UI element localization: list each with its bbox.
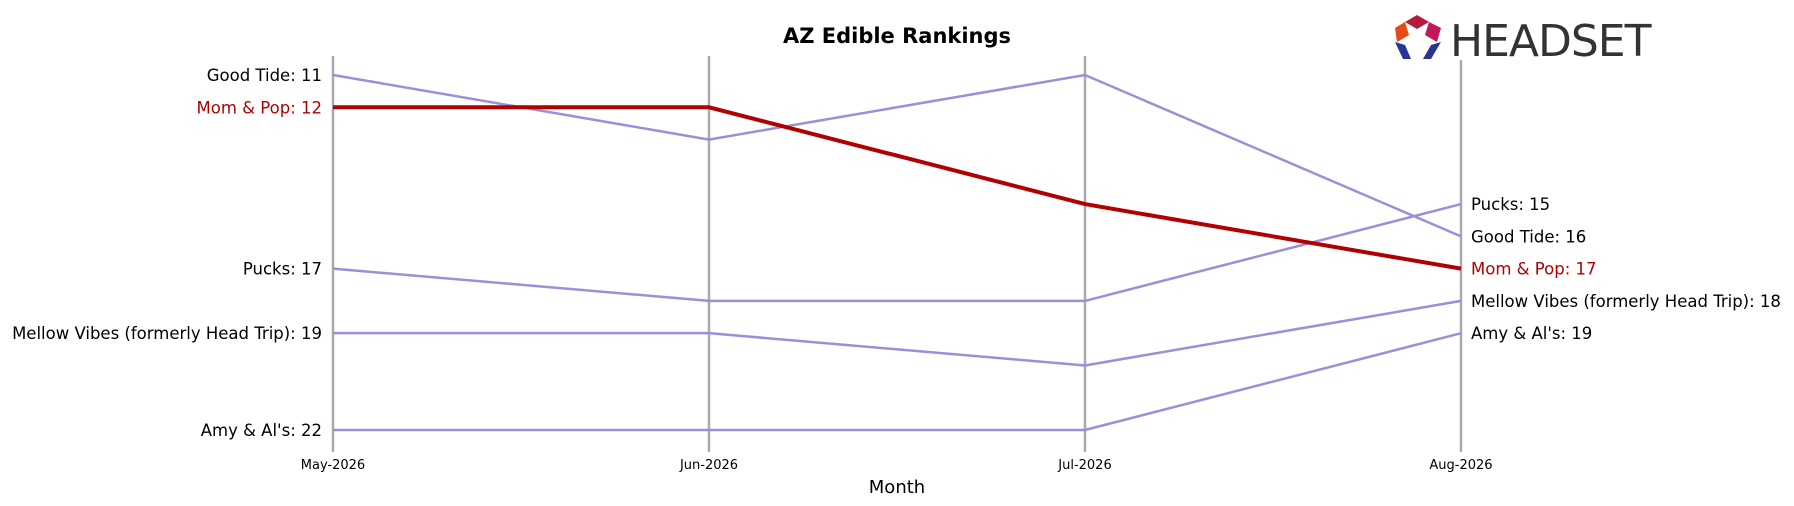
- x-tick-label: Jun-2026: [679, 458, 738, 473]
- headset-logo-text: HEADSET: [1450, 16, 1652, 67]
- series-start-label: Good Tide: 11: [207, 66, 322, 85]
- series-line: [333, 105, 1462, 271]
- month-axes: [331, 56, 1463, 452]
- series-end-label: Mom & Pop: 17: [1471, 260, 1597, 279]
- series-line: [333, 299, 1462, 367]
- series-labels: Good Tide: 11 Good Tide: 16 Mom & Pop: 12 M…: [12, 66, 1781, 440]
- series-end-label: Mellow Vibes (formerly Head Trip): 18: [1471, 292, 1781, 311]
- series-end-label: Amy & Al's: 19: [1471, 324, 1592, 343]
- series-start-label: Mellow Vibes (formerly Head Trip): 19: [12, 324, 322, 343]
- series-start-label: Pucks: 17: [243, 260, 322, 279]
- headset-logo: HEADSET: [1395, 15, 1653, 67]
- series-start-label: Mom & Pop: 12: [197, 98, 323, 117]
- series-lines: [332, 73, 1462, 432]
- x-tick-label: Aug-2026: [1429, 458, 1492, 473]
- series-start-label: Amy & Al's: 22: [201, 421, 322, 440]
- x-tick-labels: May-2026 Jun-2026 Jul-2026 Aug-2026: [301, 458, 1493, 473]
- series-end-label: Good Tide: 16: [1471, 227, 1586, 246]
- x-axis-label: Month: [869, 477, 925, 498]
- series-line: [332, 202, 1462, 303]
- chart-title: AZ Edible Rankings: [783, 24, 1011, 48]
- x-tick-label: Jul-2026: [1057, 458, 1111, 473]
- headset-logo-icon: [1395, 15, 1441, 59]
- series-line: [333, 331, 1462, 432]
- series-end-label: Pucks: 15: [1471, 195, 1550, 214]
- x-tick-label: May-2026: [301, 458, 365, 473]
